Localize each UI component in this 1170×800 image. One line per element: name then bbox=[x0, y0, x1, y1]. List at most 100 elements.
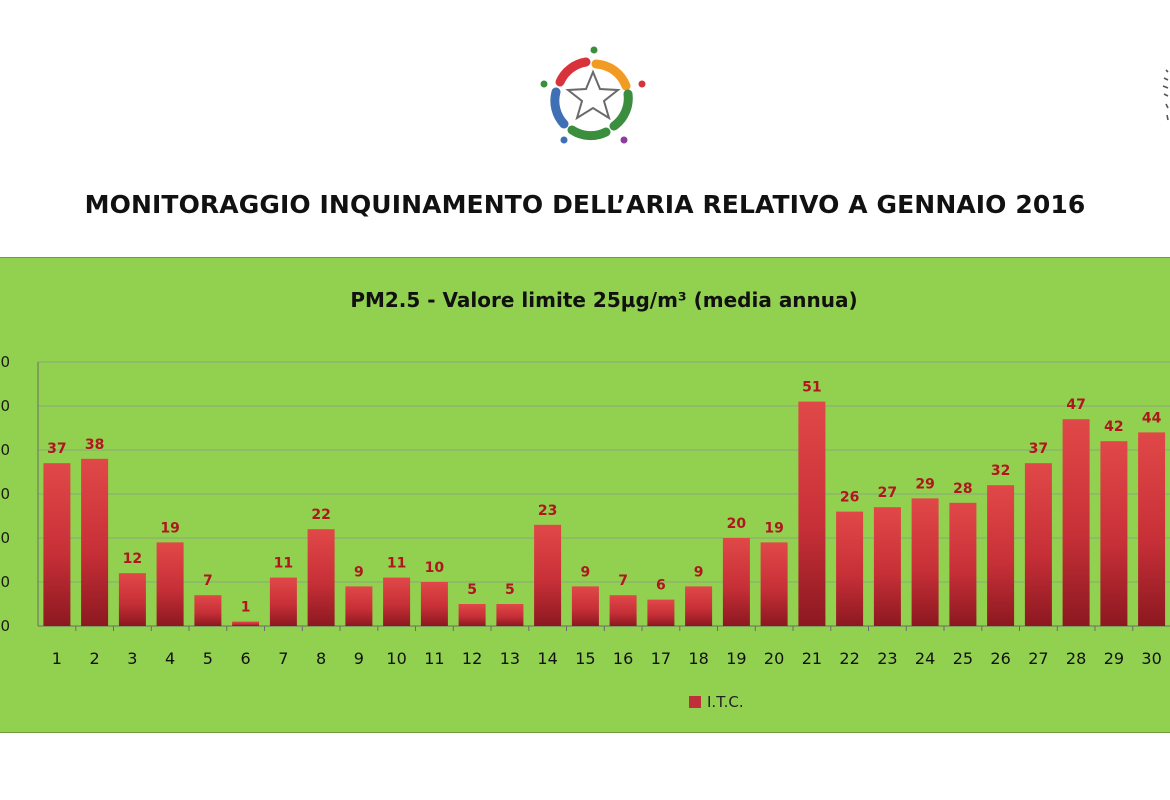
x-tick-label: 28 bbox=[1066, 649, 1086, 668]
x-tick-label: 22 bbox=[839, 649, 859, 668]
bar bbox=[911, 498, 939, 626]
y-tick-label: 0 bbox=[0, 617, 10, 635]
logo-dot-bottom-left bbox=[560, 136, 568, 144]
data-label: 11 bbox=[387, 556, 406, 572]
x-tick-label: 1 bbox=[52, 649, 62, 668]
x-tick-label: 21 bbox=[802, 649, 822, 668]
bar bbox=[458, 604, 486, 626]
y-tick-labels: 0 10 20 30 40 50 60 bbox=[0, 353, 10, 635]
x-tick-label: 18 bbox=[688, 649, 708, 668]
data-label: 37 bbox=[47, 441, 66, 457]
x-tick-label: 17 bbox=[651, 649, 671, 668]
data-label: 42 bbox=[1104, 419, 1123, 435]
y-tick-label: 50 bbox=[0, 397, 10, 415]
data-label: 27 bbox=[878, 485, 897, 501]
logo-star bbox=[565, 69, 621, 121]
bar bbox=[383, 577, 411, 626]
x-tick-label: 16 bbox=[613, 649, 633, 668]
logo-dot-top bbox=[590, 46, 598, 54]
bar bbox=[534, 524, 562, 626]
bar bbox=[43, 463, 71, 626]
bar bbox=[987, 485, 1015, 626]
bar bbox=[156, 542, 184, 626]
data-label: 19 bbox=[160, 520, 179, 536]
x-tick-label: 11 bbox=[424, 649, 444, 668]
bar bbox=[571, 586, 599, 626]
logo-ring bbox=[550, 57, 633, 141]
bar bbox=[1062, 419, 1090, 626]
data-label: 5 bbox=[505, 582, 515, 598]
x-tick-label: 12 bbox=[462, 649, 482, 668]
data-label: 5 bbox=[467, 582, 477, 598]
data-label: 10 bbox=[425, 560, 445, 576]
x-tick-label: 26 bbox=[990, 649, 1010, 668]
bar bbox=[949, 502, 977, 626]
data-label: 32 bbox=[991, 463, 1010, 479]
bar bbox=[1138, 432, 1166, 626]
bar bbox=[1024, 463, 1052, 626]
bar bbox=[269, 577, 297, 626]
page-title: MONITORAGGIO INQUINAMENTO DELL’ARIA RELA… bbox=[84, 190, 1086, 219]
y-tick-label: 20 bbox=[0, 529, 10, 547]
x-tick-label: 30 bbox=[1141, 649, 1161, 668]
x-tick-label: 27 bbox=[1028, 649, 1048, 668]
x-tick-label: 20 bbox=[764, 649, 784, 668]
star-people-logo-icon bbox=[540, 46, 646, 144]
data-label: 9 bbox=[694, 564, 704, 580]
y-tick-label: 30 bbox=[0, 485, 10, 503]
data-label: 20 bbox=[727, 516, 747, 532]
y-tick-label: 40 bbox=[0, 441, 10, 459]
x-tick-label: 24 bbox=[915, 649, 935, 668]
legend: I.T.C. bbox=[689, 693, 744, 711]
bar bbox=[609, 595, 637, 626]
x-tick-label: 6 bbox=[241, 649, 251, 668]
cropped-seal-fragment bbox=[1162, 69, 1169, 121]
legend-label: I.T.C. bbox=[707, 693, 744, 711]
data-label: 12 bbox=[123, 551, 142, 567]
data-label: 23 bbox=[538, 503, 557, 519]
chart-panel: PM2.5 - Valore limite 25µg/m³ (media ann… bbox=[0, 257, 1170, 733]
x-tick-label: 29 bbox=[1104, 649, 1124, 668]
x-tick-label: 15 bbox=[575, 649, 595, 668]
y-tick-label: 60 bbox=[0, 353, 10, 371]
x-tick-label: 8 bbox=[316, 649, 326, 668]
chart-title: PM2.5 - Valore limite 25µg/m³ (media ann… bbox=[350, 288, 857, 312]
bars bbox=[43, 401, 1166, 626]
bar bbox=[798, 401, 826, 626]
data-label: 9 bbox=[354, 564, 364, 580]
data-label: 38 bbox=[85, 437, 104, 453]
data-label: 6 bbox=[656, 578, 666, 594]
x-tick-label: 3 bbox=[127, 649, 137, 668]
bar bbox=[232, 621, 260, 626]
bar bbox=[81, 458, 109, 626]
bar bbox=[496, 604, 524, 626]
data-label: 37 bbox=[1029, 441, 1048, 457]
logo-dot-bottom-right bbox=[620, 136, 628, 144]
x-tick-label: 14 bbox=[537, 649, 557, 668]
bar bbox=[836, 511, 864, 626]
bar bbox=[420, 582, 448, 626]
x-tick-label: 7 bbox=[278, 649, 288, 668]
gridlines bbox=[37, 361, 1170, 631]
x-tick-label: 10 bbox=[386, 649, 406, 668]
data-label: 1 bbox=[241, 600, 251, 616]
x-tick-label: 5 bbox=[203, 649, 213, 668]
bar bbox=[118, 573, 146, 626]
x-tick-label: 9 bbox=[354, 649, 364, 668]
x-tick-label: 13 bbox=[500, 649, 520, 668]
data-label: 11 bbox=[274, 556, 293, 572]
bar bbox=[345, 586, 373, 626]
data-label: 9 bbox=[581, 564, 591, 580]
x-tick-labels: 1 2 3 4 5 6 7 8 9 10 11 12 13 14 15 16 17 18 19 20 21 22 23 24 2… bbox=[52, 649, 1162, 668]
bar bbox=[873, 507, 901, 626]
data-label: 7 bbox=[618, 573, 628, 589]
data-label: 28 bbox=[953, 481, 972, 497]
data-label: 26 bbox=[840, 490, 859, 506]
bar bbox=[722, 538, 750, 626]
logo-dot-right bbox=[638, 80, 646, 88]
data-label: 29 bbox=[915, 476, 934, 492]
bar-chart: PM2.5 - Valore limite 25µg/m³ (media ann… bbox=[0, 288, 1170, 711]
bar bbox=[1100, 441, 1128, 626]
data-label: 7 bbox=[203, 573, 213, 589]
